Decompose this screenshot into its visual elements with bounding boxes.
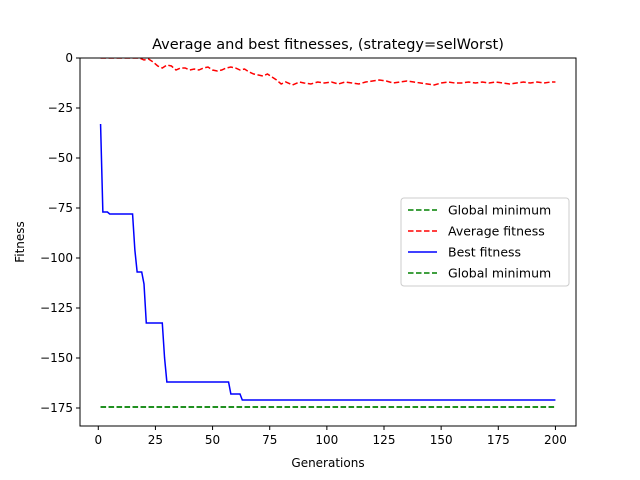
- legend-entry-label: Global minimum: [448, 203, 551, 218]
- y-tick-label: −75: [48, 201, 73, 215]
- y-tick-label: −100: [40, 251, 73, 265]
- x-tick-label: 0: [94, 433, 102, 447]
- x-tick-label: 175: [487, 433, 510, 447]
- series-line-best-fitness: [99, 123, 556, 401]
- y-tick-label: 0: [65, 51, 73, 65]
- legend-entry-label: Average fitness: [448, 224, 545, 239]
- chart-title: Average and best fitnesses, (strategy=se…: [152, 37, 504, 53]
- x-tick-label: 50: [205, 433, 220, 447]
- x-tick-label: 125: [373, 433, 396, 447]
- x-axis: 0 25 50 75 100 125 150 175 200: [94, 426, 567, 447]
- y-tick-label: −25: [48, 101, 73, 115]
- x-axis-label: Generations: [291, 456, 364, 470]
- x-tick-label: 200: [544, 433, 567, 447]
- legend-entry-label: Global minimum: [448, 266, 551, 281]
- legend-box: [400, 197, 570, 287]
- y-axis: 0 −25 −50 −75 −100 −125 −150 −175: [40, 51, 80, 415]
- x-tick-label: 25: [148, 433, 163, 447]
- plot-area: [99, 58, 556, 408]
- x-tick-label: 75: [262, 433, 277, 447]
- x-tick-label: 150: [430, 433, 453, 447]
- series-line-average-fitness: [100, 58, 556, 86]
- axes-frame: [79, 57, 577, 427]
- legend-entry-label: Best fitness: [448, 245, 521, 260]
- y-tick-label: −50: [48, 151, 73, 165]
- y-axis-label: Fitness: [13, 221, 27, 263]
- legend: Global minimum Average fitness Best fitnes…: [400, 197, 570, 287]
- y-tick-label: −125: [40, 301, 73, 315]
- x-tick-label: 100: [315, 433, 338, 447]
- y-tick-label: −175: [40, 401, 73, 415]
- y-tick-label: −150: [40, 351, 73, 365]
